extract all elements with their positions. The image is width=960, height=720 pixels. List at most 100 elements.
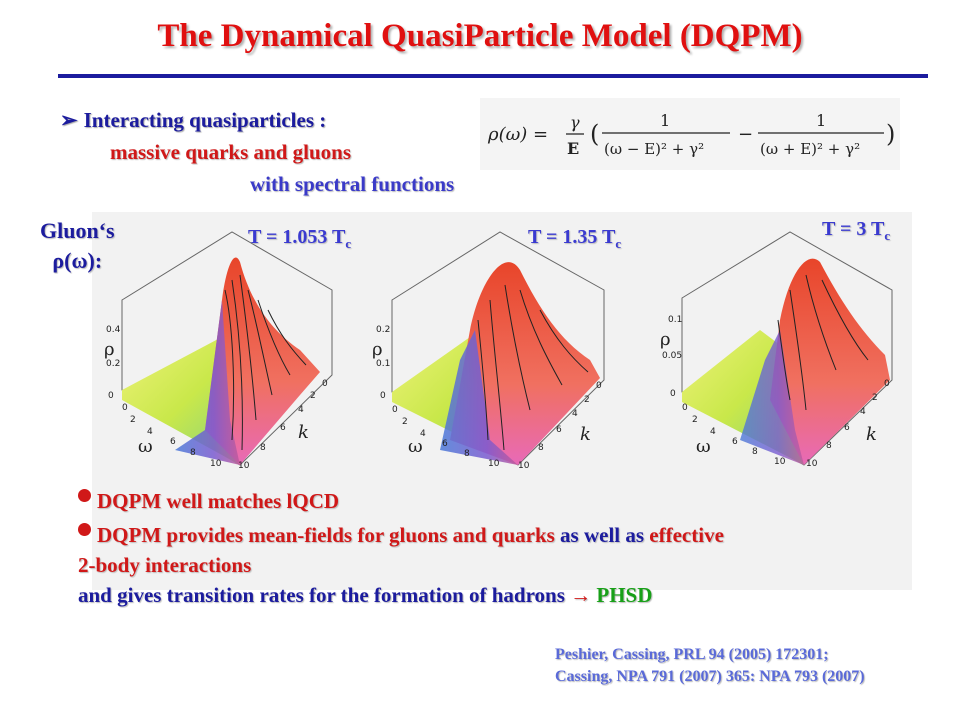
plot-3-omega-tick-0: 0 [682, 403, 688, 413]
plot-2-omega-tick-5: 10 [488, 459, 500, 469]
temperature-label-3: T = 3 Tc [822, 218, 891, 243]
point-2-effective: effective [644, 523, 724, 547]
gluon-label: Gluon‘s ρ(ω): [40, 216, 115, 276]
plot-1-omega-tick-2: 4 [147, 427, 153, 437]
plot-1-k-label: k [298, 422, 309, 443]
temperature-label-2: T = 1.35 Tc [528, 226, 622, 251]
plot-2-omega-label: ω [408, 436, 423, 457]
plot-2-k-tick-0: 10 [518, 461, 530, 471]
arrow-bullet-icon: ➢ [60, 108, 78, 132]
plot-3-omega-tick-3: 6 [732, 437, 738, 447]
formula-E: E [567, 139, 579, 158]
plot-2-k-tick-3: 4 [572, 409, 578, 419]
plot-1-k-tick-5: 0 [322, 379, 328, 389]
plot-1-k-tick-0: 10 [238, 461, 250, 471]
plot-3-k-tick-1: 8 [826, 441, 832, 451]
formula-gamma: γ [570, 113, 580, 132]
plot-2: ρ 0.2 0.1 0 0 2 4 6 8 10 10 8 6 4 2 0 ω … [372, 231, 605, 471]
plot-1-shadow-surface [175, 300, 240, 465]
plot-3-rho-tick-1: 0.05 [662, 351, 682, 361]
plot-1-k-tick-3: 4 [298, 405, 304, 415]
formula-paren-close: ) [886, 120, 895, 148]
plot-3-rho-tick-2: 0 [670, 389, 676, 399]
intro-heading-text: Interacting quasiparticles : [83, 108, 327, 132]
gluon-label-line1: Gluon‘s [40, 218, 115, 243]
point-2-body: provides mean-fields for gluons and quar… [161, 523, 561, 547]
formula-den1: (ω − E)² + γ² [604, 140, 704, 158]
plot-3-shadow-surface [740, 330, 804, 465]
plot-2-omega-tick-1: 2 [402, 417, 408, 427]
plot-2-omega-tick-4: 8 [464, 449, 470, 459]
formula-minus: − [738, 124, 753, 145]
plot-1-omega-tick-0: 0 [122, 403, 128, 413]
point-3-text: and gives transition rates for the forma… [78, 583, 571, 607]
intro-line-spectral: with spectral functions [250, 172, 455, 196]
plot-3-k-tick-5: 0 [884, 379, 890, 389]
plot-3: ρ 0.1 0.05 0 0 2 4 6 8 10 10 8 6 4 2 0 ω… [660, 231, 893, 469]
plot-1-rho-tick-2: 0 [108, 391, 114, 401]
plot-1-k-tick-4: 2 [310, 391, 316, 401]
phsd-label: PHSD [591, 583, 653, 607]
plot-1-omega-tick-4: 8 [190, 448, 196, 458]
plot-2-rho-tick-1: 0.1 [376, 359, 390, 369]
point-1: DQPM well matches lQCD [78, 486, 339, 516]
formula-lhs: ρ(ω) = [487, 124, 548, 145]
plot-3-k-label: k [866, 424, 877, 445]
plot-3-omega-label: ω [696, 436, 711, 457]
formula-den2: (ω + E)² + γ² [760, 140, 860, 158]
plot-1-rho-tick-1: 0.2 [106, 359, 120, 369]
point-2-dqpm: DQPM [97, 523, 162, 547]
plot-1-k-tick-1: 8 [260, 443, 266, 453]
formula-num1: 1 [660, 111, 670, 130]
plot-2-omega-tick-0: 0 [392, 405, 398, 415]
plot-1-omega-label: ω [138, 436, 153, 457]
plot-3-contours [777, 274, 869, 411]
plot-2-omega-tick-2: 4 [420, 429, 426, 439]
temperature-label-1: T = 1.053 Tc [248, 226, 352, 251]
plot-3-k-tick-4: 2 [872, 393, 878, 403]
reference-1: Peshier, Cassing, PRL 94 (2005) 172301; [555, 646, 829, 663]
formula-num2: 1 [816, 111, 826, 130]
spectral-function-formula: ρ(ω) = γ E ( 1 (ω − E)² + γ² − 1 (ω + E)… [480, 98, 900, 170]
plot-3-rho-label: ρ [660, 329, 671, 350]
gluon-label-line2: ρ(ω): [52, 248, 103, 273]
point-2-continuation: 2-body interactions [78, 553, 252, 577]
plot-3-k-tick-3: 4 [860, 407, 866, 417]
references: Peshier, Cassing, PRL 94 (2005) 172301; … [555, 644, 865, 688]
plot-2-shadow-surface [440, 330, 518, 465]
point-2: DQPM provides mean-fields for gluons and… [78, 520, 918, 550]
point-3: and gives transition rates for the forma… [78, 580, 652, 610]
plot-2-rho-tick-0: 0.2 [376, 325, 390, 335]
intro-heading: ➢ Interacting quasiparticles : [60, 108, 326, 133]
plot-3-omega-tick-4: 8 [752, 447, 758, 457]
point-2-as-well-as: as well as [560, 523, 645, 547]
plot-3-omega-tick-5: 10 [774, 457, 786, 467]
plot-2-k-tick-1: 8 [538, 443, 544, 453]
formula-paren-open: ( [590, 120, 599, 148]
plot-2-rho-tick-2: 0 [380, 391, 386, 401]
bullet-dot-icon [78, 489, 91, 502]
reference-2: Cassing, NPA 791 (2007) 365: NPA 793 (20… [555, 668, 865, 685]
plot-1-k-tick-2: 6 [280, 423, 286, 433]
title-divider [58, 74, 928, 78]
slide-title: The Dynamical QuasiParticle Model (DQPM) [157, 18, 803, 54]
plot-2-peak-surface [450, 262, 600, 465]
point-1-text: DQPM well matches lQCD [97, 489, 340, 513]
plot-3-k-tick-2: 6 [844, 423, 850, 433]
plot-1-omega-tick-3: 6 [170, 437, 176, 447]
plot-3-omega-tick-2: 4 [710, 427, 716, 437]
plot-2-k-tick-5: 0 [596, 381, 602, 391]
plot-1-rho-tick-0: 0.4 [106, 325, 121, 335]
plot-1-contours [224, 274, 307, 451]
plot-1-omega-tick-5: 10 [210, 459, 222, 469]
intro-line-quarks-gluons: massive quarks and gluons [110, 140, 351, 164]
plot-3-omega-tick-1: 2 [692, 415, 698, 425]
plot-2-rho-label: ρ [372, 339, 383, 360]
plot-3-rho-tick-0: 0.1 [668, 315, 682, 325]
plot-1-rho-label: ρ [104, 339, 115, 360]
plot-2-contours [477, 284, 589, 451]
bullet-dot-icon [78, 523, 91, 536]
plot-2-omega-tick-3: 6 [442, 439, 448, 449]
plot-1-omega-tick-1: 2 [130, 415, 136, 425]
